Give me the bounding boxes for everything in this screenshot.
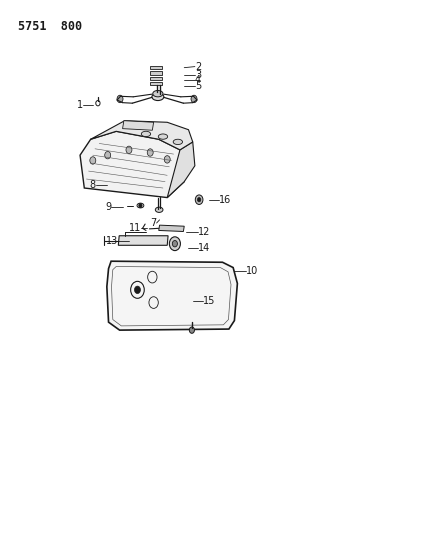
- Circle shape: [90, 157, 96, 164]
- Circle shape: [195, 195, 203, 205]
- Text: 9: 9: [105, 201, 111, 212]
- Text: 5: 5: [195, 81, 201, 91]
- Text: 16: 16: [219, 195, 232, 205]
- Polygon shape: [150, 77, 162, 80]
- Polygon shape: [107, 261, 238, 330]
- Polygon shape: [118, 236, 168, 245]
- Circle shape: [164, 156, 170, 163]
- Ellipse shape: [155, 207, 163, 213]
- Text: 10: 10: [246, 266, 258, 276]
- Circle shape: [126, 146, 132, 154]
- Circle shape: [169, 237, 181, 251]
- Ellipse shape: [141, 131, 151, 136]
- Ellipse shape: [153, 91, 163, 97]
- Ellipse shape: [173, 139, 182, 144]
- Polygon shape: [159, 225, 184, 231]
- Text: 12: 12: [198, 227, 210, 237]
- Polygon shape: [150, 82, 162, 85]
- Circle shape: [191, 95, 197, 103]
- Polygon shape: [150, 66, 162, 69]
- Text: 1: 1: [77, 100, 83, 110]
- Circle shape: [134, 286, 140, 294]
- Text: 13: 13: [106, 236, 118, 246]
- Text: 7: 7: [150, 218, 157, 228]
- Circle shape: [105, 151, 111, 159]
- Circle shape: [172, 240, 178, 247]
- Polygon shape: [167, 142, 195, 198]
- Text: 2: 2: [195, 62, 201, 71]
- Polygon shape: [150, 71, 162, 75]
- Polygon shape: [122, 120, 154, 130]
- Text: 8: 8: [89, 180, 96, 190]
- Ellipse shape: [152, 93, 164, 101]
- Polygon shape: [91, 120, 193, 150]
- Text: 3: 3: [195, 70, 201, 79]
- Circle shape: [189, 327, 194, 333]
- Circle shape: [117, 95, 123, 103]
- Ellipse shape: [158, 134, 168, 139]
- Polygon shape: [80, 131, 184, 198]
- Circle shape: [139, 204, 142, 208]
- Text: 11: 11: [128, 223, 141, 233]
- Circle shape: [147, 149, 153, 156]
- Text: 5751  800: 5751 800: [18, 20, 83, 33]
- Text: 15: 15: [202, 296, 215, 306]
- Text: 14: 14: [198, 243, 210, 253]
- Circle shape: [197, 198, 201, 202]
- Text: 4: 4: [195, 75, 201, 85]
